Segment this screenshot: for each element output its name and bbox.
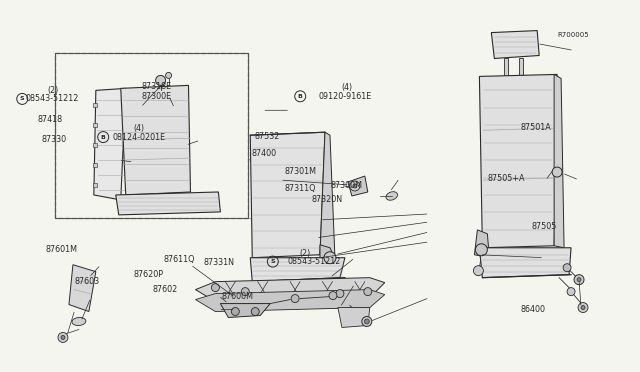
Polygon shape [338,308,370,327]
Polygon shape [320,132,335,258]
Text: (2): (2) [300,248,311,257]
Polygon shape [250,132,325,258]
Polygon shape [250,258,345,282]
Polygon shape [116,192,220,215]
Polygon shape [479,248,571,278]
Polygon shape [348,176,368,196]
Circle shape [211,283,220,292]
Text: (2): (2) [47,86,58,95]
Polygon shape [220,304,270,318]
Text: 87620P: 87620P [134,270,164,279]
Bar [519,58,524,76]
Circle shape [353,184,357,188]
Text: 86400: 86400 [520,305,545,314]
Text: 87301M: 87301M [284,167,316,176]
Circle shape [324,252,336,264]
Text: 08543-51212: 08543-51212 [287,257,341,266]
Text: 87320N: 87320N [312,195,343,204]
Circle shape [329,292,337,299]
Polygon shape [121,86,191,195]
Circle shape [474,266,483,276]
Polygon shape [195,290,385,311]
Text: 87331N: 87331N [204,258,235,267]
Text: 87300E: 87300E [141,92,172,101]
Circle shape [291,295,299,302]
Text: 87300M: 87300M [330,181,362,190]
Text: 87600M: 87600M [221,292,253,301]
Text: 87318E: 87318E [141,82,172,91]
Circle shape [156,76,166,86]
Text: 09120-9161E: 09120-9161E [318,92,371,101]
Bar [504,58,508,76]
Ellipse shape [538,176,550,184]
Polygon shape [94,89,125,200]
Text: S: S [271,259,275,264]
Text: 87601M: 87601M [46,245,78,254]
Text: 87501A: 87501A [521,123,552,132]
Text: B: B [298,94,303,99]
Bar [93,123,97,127]
Ellipse shape [386,192,397,200]
Text: 08543-51212: 08543-51212 [26,94,79,103]
Circle shape [476,244,488,256]
Circle shape [364,288,372,296]
Text: 87532: 87532 [254,132,280,141]
Circle shape [563,264,571,272]
Polygon shape [252,280,350,310]
Text: 08124-0201E: 08124-0201E [113,132,166,142]
Circle shape [166,73,172,78]
Text: (4): (4) [133,124,144,134]
Circle shape [552,167,562,177]
Polygon shape [479,74,557,248]
Text: S: S [20,96,24,102]
Polygon shape [474,230,490,258]
Circle shape [567,288,575,296]
Text: B: B [100,135,106,140]
Circle shape [578,302,588,312]
Text: 87418: 87418 [38,115,63,124]
Text: (4): (4) [342,83,353,92]
Polygon shape [492,31,539,58]
Circle shape [58,333,68,342]
Bar [93,163,97,167]
Text: 87311Q: 87311Q [284,185,316,193]
Text: 87611Q: 87611Q [164,255,195,264]
Text: 87400: 87400 [251,149,276,158]
Bar [93,143,97,147]
Circle shape [362,317,372,327]
Text: R700005: R700005 [557,32,589,38]
Polygon shape [320,245,340,270]
Text: 87602: 87602 [152,285,177,294]
Bar [55,52,248,218]
Bar [93,103,97,107]
Circle shape [577,278,581,282]
Circle shape [364,319,369,324]
Circle shape [231,308,239,315]
Circle shape [241,288,249,296]
Text: 87505+A: 87505+A [487,174,525,183]
Polygon shape [195,278,385,302]
Text: 87603: 87603 [74,277,100,286]
Circle shape [252,308,259,315]
Circle shape [574,275,584,285]
Polygon shape [554,74,564,248]
Circle shape [336,290,344,298]
Ellipse shape [72,317,86,326]
Circle shape [581,305,585,310]
Circle shape [350,181,360,191]
Bar [93,183,97,187]
Circle shape [61,336,65,339]
Text: 87330: 87330 [42,135,67,144]
Polygon shape [69,265,96,311]
Bar [55,52,248,218]
Text: 87505: 87505 [532,221,557,231]
